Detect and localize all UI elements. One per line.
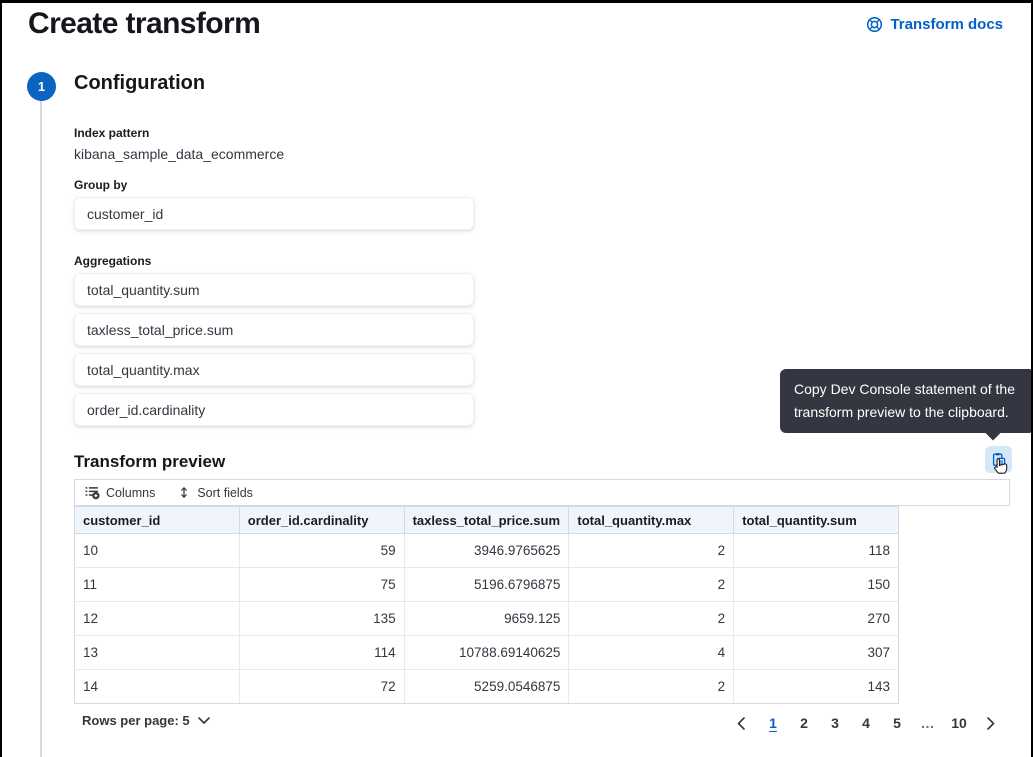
copy-tooltip: Copy Dev Console statement of the transf… <box>780 369 1031 433</box>
step-title: Configuration <box>74 72 206 94</box>
chevron-down-icon <box>197 717 210 724</box>
page-title: Create transform <box>28 7 261 40</box>
cell: 9659.125 <box>403 601 570 636</box>
sort-vertical-icon <box>177 485 191 500</box>
table-header-row: customer_id order_id.cardinality taxless… <box>74 506 899 534</box>
copy-to-clipboard-button[interactable] <box>985 446 1012 473</box>
table-row: 10 59 3946.9765625 2 118 <box>74 533 899 568</box>
cell: 12 <box>74 601 240 636</box>
aggregation-item[interactable]: total_quantity.max <box>74 353 474 386</box>
cell: 10 <box>74 533 240 568</box>
pagination-ellipsis: … <box>920 715 936 731</box>
cell: 2 <box>568 533 735 568</box>
table-row: 11 75 5196.6796875 2 150 <box>74 567 899 602</box>
cell: 5259.0546875 <box>403 669 570 704</box>
transform-preview-title: Transform preview <box>74 452 226 471</box>
cell: 114 <box>238 635 405 670</box>
aggregation-item-label: total_quantity.max <box>87 361 200 378</box>
transform-preview-table: customer_id order_id.cardinality taxless… <box>74 506 899 704</box>
cell: 11 <box>74 567 240 602</box>
column-header-customer-id[interactable]: customer_id <box>74 506 240 534</box>
cell: 135 <box>238 601 405 636</box>
rows-per-page-selector[interactable]: Rows per page: 5 <box>82 713 210 728</box>
aggregation-item-label: total_quantity.sum <box>87 281 200 298</box>
columns-icon <box>85 485 100 500</box>
cell: 150 <box>733 567 899 602</box>
page-button-3[interactable]: 3 <box>831 715 839 731</box>
pagination: 1 2 3 4 5 … 10 <box>729 711 1003 735</box>
docs-icon <box>866 16 883 33</box>
step-number-badge: 1 <box>27 72 56 101</box>
cell: 2 <box>568 601 735 636</box>
cell: 3946.9765625 <box>403 533 570 568</box>
cell: 13 <box>74 635 240 670</box>
column-header-total-quantity-sum[interactable]: total_quantity.sum <box>733 506 899 534</box>
aggregations-label: Aggregations <box>74 254 152 268</box>
cell: 10788.69140625 <box>403 635 570 670</box>
group-by-item-label: customer_id <box>87 205 164 222</box>
next-page-button[interactable] <box>979 711 1003 735</box>
table-row: 14 72 5259.0546875 2 143 <box>74 669 899 704</box>
cell: 118 <box>733 533 899 568</box>
table-row: 12 135 9659.125 2 270 <box>74 601 899 636</box>
docs-link-label: Transform docs <box>890 16 1003 33</box>
cell: 143 <box>733 669 899 704</box>
copy-tooltip-text: Copy Dev Console statement of the transf… <box>794 381 1016 420</box>
aggregation-item[interactable]: taxless_total_price.sum <box>74 313 474 346</box>
cell: 2 <box>568 669 735 704</box>
columns-button[interactable]: Columns <box>85 485 155 500</box>
page-button-2[interactable]: 2 <box>800 715 808 731</box>
sort-fields-button-label: Sort fields <box>197 485 253 500</box>
table-row: 13 114 10788.69140625 4 307 <box>74 635 899 670</box>
column-header-order-id-cardinality[interactable]: order_id.cardinality <box>238 506 405 534</box>
aggregation-item-label: taxless_total_price.sum <box>87 321 234 338</box>
column-header-taxless-total-price-sum[interactable]: taxless_total_price.sum <box>403 506 570 534</box>
cell: 75 <box>238 567 405 602</box>
page-button-4[interactable]: 4 <box>862 715 870 731</box>
group-by-item[interactable]: customer_id <box>74 197 474 230</box>
cell: 14 <box>74 669 240 704</box>
index-pattern-value: kibana_sample_data_ecommerce <box>74 146 285 162</box>
column-header-total-quantity-max[interactable]: total_quantity.max <box>568 506 735 534</box>
aggregation-item[interactable]: total_quantity.sum <box>74 273 474 306</box>
columns-button-label: Columns <box>106 485 156 500</box>
transform-docs-link[interactable]: Transform docs <box>866 16 1003 33</box>
cell: 72 <box>238 669 405 704</box>
sort-fields-button[interactable]: Sort fields <box>177 485 253 500</box>
copy-clipboard-icon <box>991 452 1007 468</box>
datagrid-toolbar: Columns Sort fields <box>74 479 1010 506</box>
page-button-1[interactable]: 1 <box>769 715 777 731</box>
previous-page-button[interactable] <box>729 711 753 735</box>
cell: 270 <box>733 601 899 636</box>
cell: 4 <box>568 635 735 670</box>
aggregation-item[interactable]: order_id.cardinality <box>74 393 474 426</box>
group-by-label: Group by <box>74 178 128 192</box>
cell: 59 <box>238 533 405 568</box>
cell: 5196.6796875 <box>403 567 570 602</box>
index-pattern-label: Index pattern <box>74 126 150 140</box>
page-button-5[interactable]: 5 <box>893 715 901 731</box>
page-button-10[interactable]: 10 <box>951 715 967 731</box>
cell: 307 <box>733 635 899 670</box>
cell: 2 <box>568 567 735 602</box>
step-connector-line <box>40 100 42 757</box>
aggregation-item-label: order_id.cardinality <box>87 401 206 418</box>
rows-per-page-label: Rows per page: 5 <box>82 713 190 728</box>
